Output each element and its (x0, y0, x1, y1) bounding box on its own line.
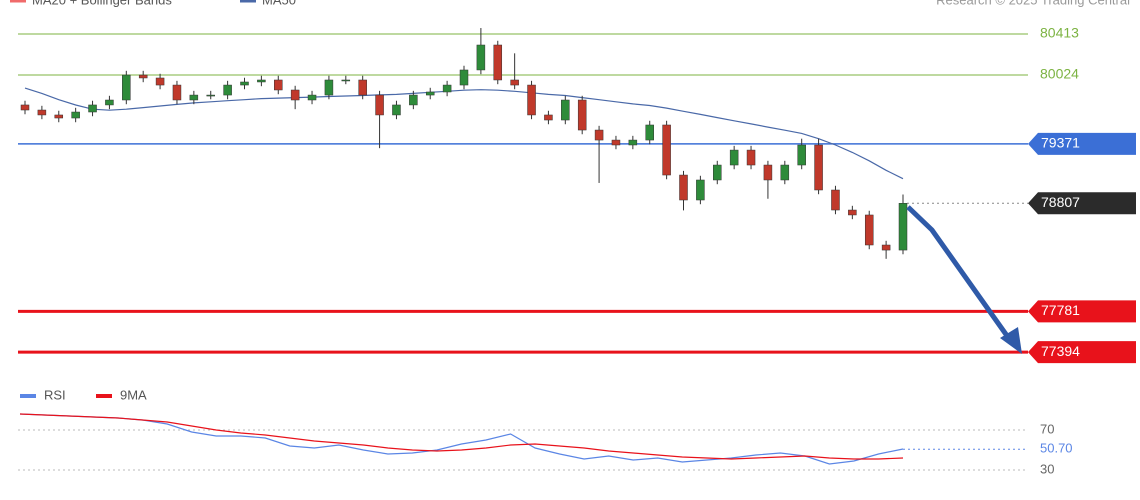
candle-body (510, 79, 519, 86)
candle-body (459, 69, 469, 86)
candle-body (797, 144, 806, 166)
candle-body (206, 94, 215, 97)
arrow-head (1000, 327, 1022, 354)
candle-body (138, 74, 148, 79)
level-tag (1028, 300, 1136, 323)
candle-body (729, 149, 739, 166)
legend-label: MA20 + Bollinger Bands (32, 0, 172, 7)
candle-body (20, 104, 30, 111)
candle-body (561, 99, 570, 121)
rsi-line (19, 413, 904, 460)
candle-body (425, 91, 435, 96)
y-tick-label: 70 (1040, 421, 1054, 436)
level-tag (1028, 341, 1136, 364)
level-tag (1028, 192, 1136, 215)
level-label: 79371 (1041, 135, 1080, 151)
candle-body (172, 84, 182, 101)
candle-body (392, 104, 401, 116)
candle-body (476, 44, 486, 71)
level-label: 78807 (1041, 194, 1080, 210)
candle-body (611, 139, 621, 146)
candle-body (442, 84, 452, 93)
candle-body (257, 79, 266, 83)
forecast-arrow (906, 205, 1013, 342)
candle-body (493, 44, 503, 81)
candle-body (240, 81, 249, 86)
level-label: 77394 (1041, 343, 1080, 359)
candle-body (409, 94, 418, 106)
candle-body (54, 114, 64, 119)
source-text: Research © 2025 Trading Central (936, 0, 1130, 7)
last-value-label: 50.70 (1040, 441, 1073, 456)
candle-body (645, 124, 654, 141)
candle-body (88, 104, 97, 113)
candle-body (37, 109, 47, 116)
candle-body (780, 164, 790, 181)
candle-body (358, 79, 367, 96)
level-label: 77781 (1041, 302, 1080, 318)
legend-label: 9MA (120, 387, 147, 402)
candle-body (864, 214, 874, 246)
candle-body (189, 94, 199, 101)
candle-body (307, 94, 317, 101)
candle-body (594, 129, 604, 141)
candle-body (122, 74, 131, 101)
candle-body (814, 144, 823, 191)
level-label: 80413 (1040, 25, 1079, 41)
candle-body (662, 124, 671, 176)
rsi-panel: 30 70 RSI 9MA 50.70 (18, 387, 1073, 476)
candle-body (898, 203, 908, 251)
level-tag (1028, 132, 1136, 155)
candle-body (696, 179, 705, 201)
candle-body (831, 189, 840, 211)
candle-body (848, 209, 857, 216)
rsi-line (19, 413, 904, 465)
y-tick-label: 30 (1040, 461, 1054, 476)
candle-body (713, 164, 722, 181)
candle-body (341, 79, 351, 82)
candle-body (628, 139, 638, 146)
candle-body (155, 77, 165, 86)
candle-body (324, 79, 334, 96)
candle-body (527, 84, 536, 116)
candle-body (71, 111, 80, 119)
legend-label: RSI (44, 387, 66, 402)
candle-body (746, 149, 756, 166)
candle-body (105, 99, 114, 106)
candle-body (679, 174, 688, 201)
candle-body (290, 89, 300, 101)
candle-body (881, 244, 891, 251)
ma50-line (24, 87, 904, 180)
level-label: 80024 (1040, 66, 1079, 82)
candle-body (375, 94, 384, 116)
candle-body (763, 164, 773, 181)
candle-body (274, 79, 283, 91)
candle-body (544, 114, 553, 121)
candle-body (577, 99, 587, 131)
candle-body (223, 84, 232, 96)
